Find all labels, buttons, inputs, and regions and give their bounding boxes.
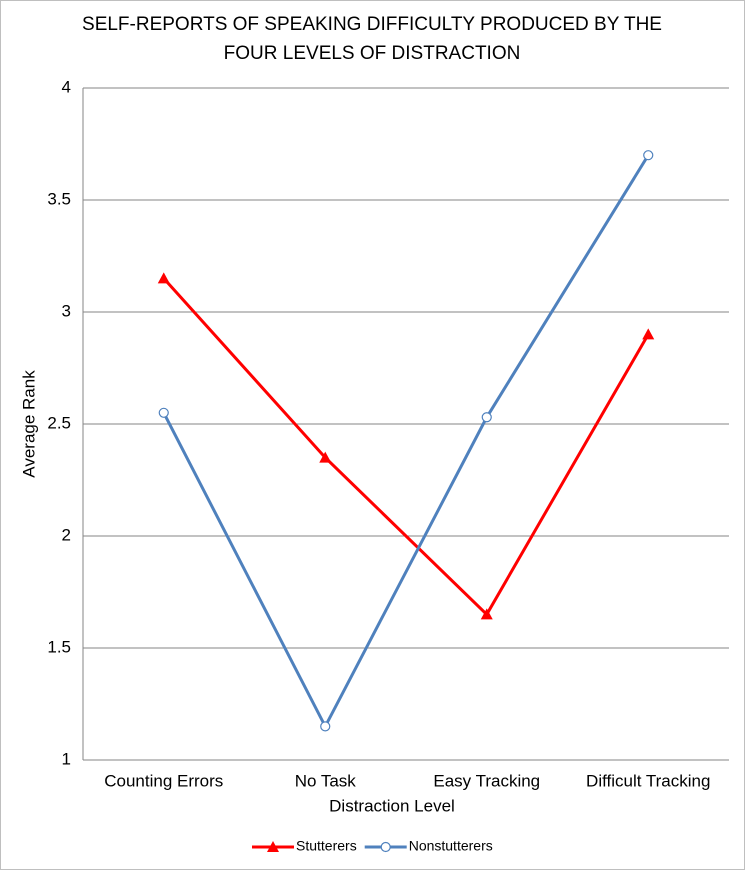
point — [157, 272, 170, 284]
y-tick-label: 3.5 — [47, 189, 71, 208]
point — [267, 841, 279, 852]
x-tick-label: No Task — [295, 771, 357, 790]
y-tick-label: 2.5 — [47, 413, 71, 432]
x-axis-label: Distraction Level — [329, 796, 455, 815]
y-tick-label: 1 — [62, 749, 71, 768]
y-tick-label: 3 — [62, 301, 71, 320]
point — [158, 407, 169, 418]
x-tick-label: Easy Tracking — [433, 771, 540, 790]
y-axis-label: Average Rank — [19, 370, 38, 478]
series-line — [162, 154, 650, 730]
point — [319, 451, 332, 463]
point — [481, 412, 492, 423]
y-tick-label: 1.5 — [47, 637, 71, 656]
x-tick-label: Difficult Tracking — [586, 771, 710, 790]
point — [320, 721, 331, 732]
chart-title: FOUR LEVELS OF DISTRACTION — [224, 43, 521, 64]
point — [380, 841, 391, 853]
point — [642, 328, 655, 340]
legend-label: Nonstutterers — [409, 838, 493, 854]
y-tick-label: 4 — [62, 77, 71, 96]
series-line — [162, 277, 650, 617]
point — [480, 608, 493, 620]
legend-label: Stutterers — [296, 838, 357, 854]
point — [643, 150, 654, 161]
chart-title: SELF-REPORTS OF SPEAKING DIFFICULTY PROD… — [82, 14, 662, 35]
x-tick-label: Counting Errors — [104, 771, 223, 790]
y-tick-label: 2 — [62, 525, 71, 544]
